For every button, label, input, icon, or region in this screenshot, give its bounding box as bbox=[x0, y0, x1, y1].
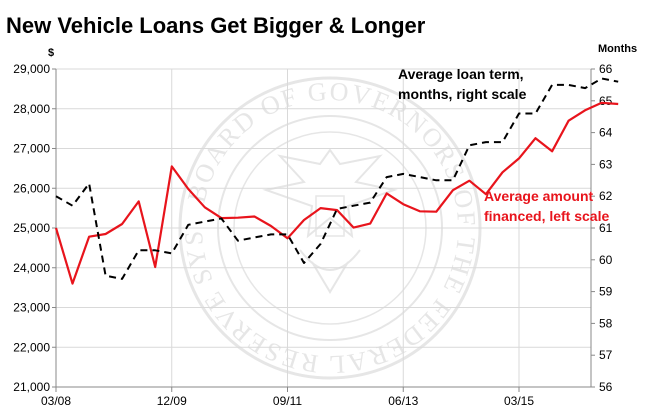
loan-term-annotation: months, right scale bbox=[398, 86, 527, 102]
x-tick-label: 06/13 bbox=[388, 394, 418, 408]
left-tick-label: 26,000 bbox=[13, 181, 50, 195]
left-tick-label: 21,000 bbox=[13, 380, 50, 394]
left-tick-label: 22,000 bbox=[13, 340, 50, 354]
right-tick-label: 66 bbox=[599, 62, 613, 76]
x-tick-label: 09/11 bbox=[273, 394, 302, 408]
right-tick-label: 59 bbox=[599, 285, 613, 299]
right-tick-label: 60 bbox=[599, 253, 613, 267]
right-tick-label: 64 bbox=[599, 126, 613, 140]
seal-text: BOARD OF GOVERNORS OF THE FEDERAL RESERV… bbox=[0, 0, 479, 379]
x-tick-label: 12/09 bbox=[157, 394, 187, 408]
amount-financed-annotation: financed, left scale bbox=[484, 208, 609, 224]
right-tick-label: 57 bbox=[599, 348, 613, 362]
right-tick-label: 63 bbox=[599, 157, 613, 171]
amount-financed-annotation: Average amount bbox=[484, 188, 594, 204]
left-tick-label: 23,000 bbox=[13, 301, 50, 315]
x-tick-label: 03/15 bbox=[504, 394, 534, 408]
left-axis-unit: $ bbox=[48, 47, 54, 59]
federal-reserve-seal-watermark: BOARD OF GOVERNORS OF THE FEDERAL RESERV… bbox=[0, 0, 482, 380]
left-tick-label: 24,000 bbox=[13, 261, 50, 275]
annotations: Average loan term, months, right scale Ave… bbox=[398, 66, 609, 224]
left-tick-label: 27,000 bbox=[13, 142, 50, 156]
x-tick-label: 03/08 bbox=[41, 394, 71, 408]
right-tick-label: 62 bbox=[599, 189, 613, 203]
series bbox=[54, 77, 619, 285]
left-tick-label: 25,000 bbox=[13, 221, 50, 235]
right-tick-label: 58 bbox=[599, 316, 613, 330]
left-tick-label: 29,000 bbox=[13, 62, 50, 76]
right-tick-label: 56 bbox=[599, 380, 613, 394]
left-tick-label: 28,000 bbox=[13, 102, 50, 116]
eagle-emblem bbox=[262, 148, 398, 294]
loan-term-annotation: Average loan term, bbox=[398, 66, 524, 82]
right-axis-unit: Months bbox=[598, 43, 637, 55]
right-tick-label: 61 bbox=[599, 221, 613, 235]
right-tick-label: 65 bbox=[599, 94, 613, 108]
chart-title: New Vehicle Loans Get Bigger & Longer bbox=[6, 13, 426, 38]
